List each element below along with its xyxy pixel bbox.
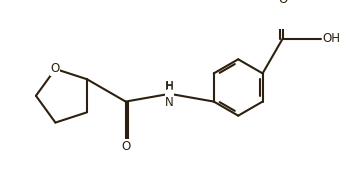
Text: H
N: H N (165, 80, 174, 108)
Text: O: O (278, 0, 287, 6)
Text: N: N (165, 96, 174, 109)
Text: OH: OH (322, 32, 340, 45)
Text: O: O (121, 140, 130, 153)
Text: H: H (166, 81, 173, 91)
Text: O: O (51, 62, 60, 75)
